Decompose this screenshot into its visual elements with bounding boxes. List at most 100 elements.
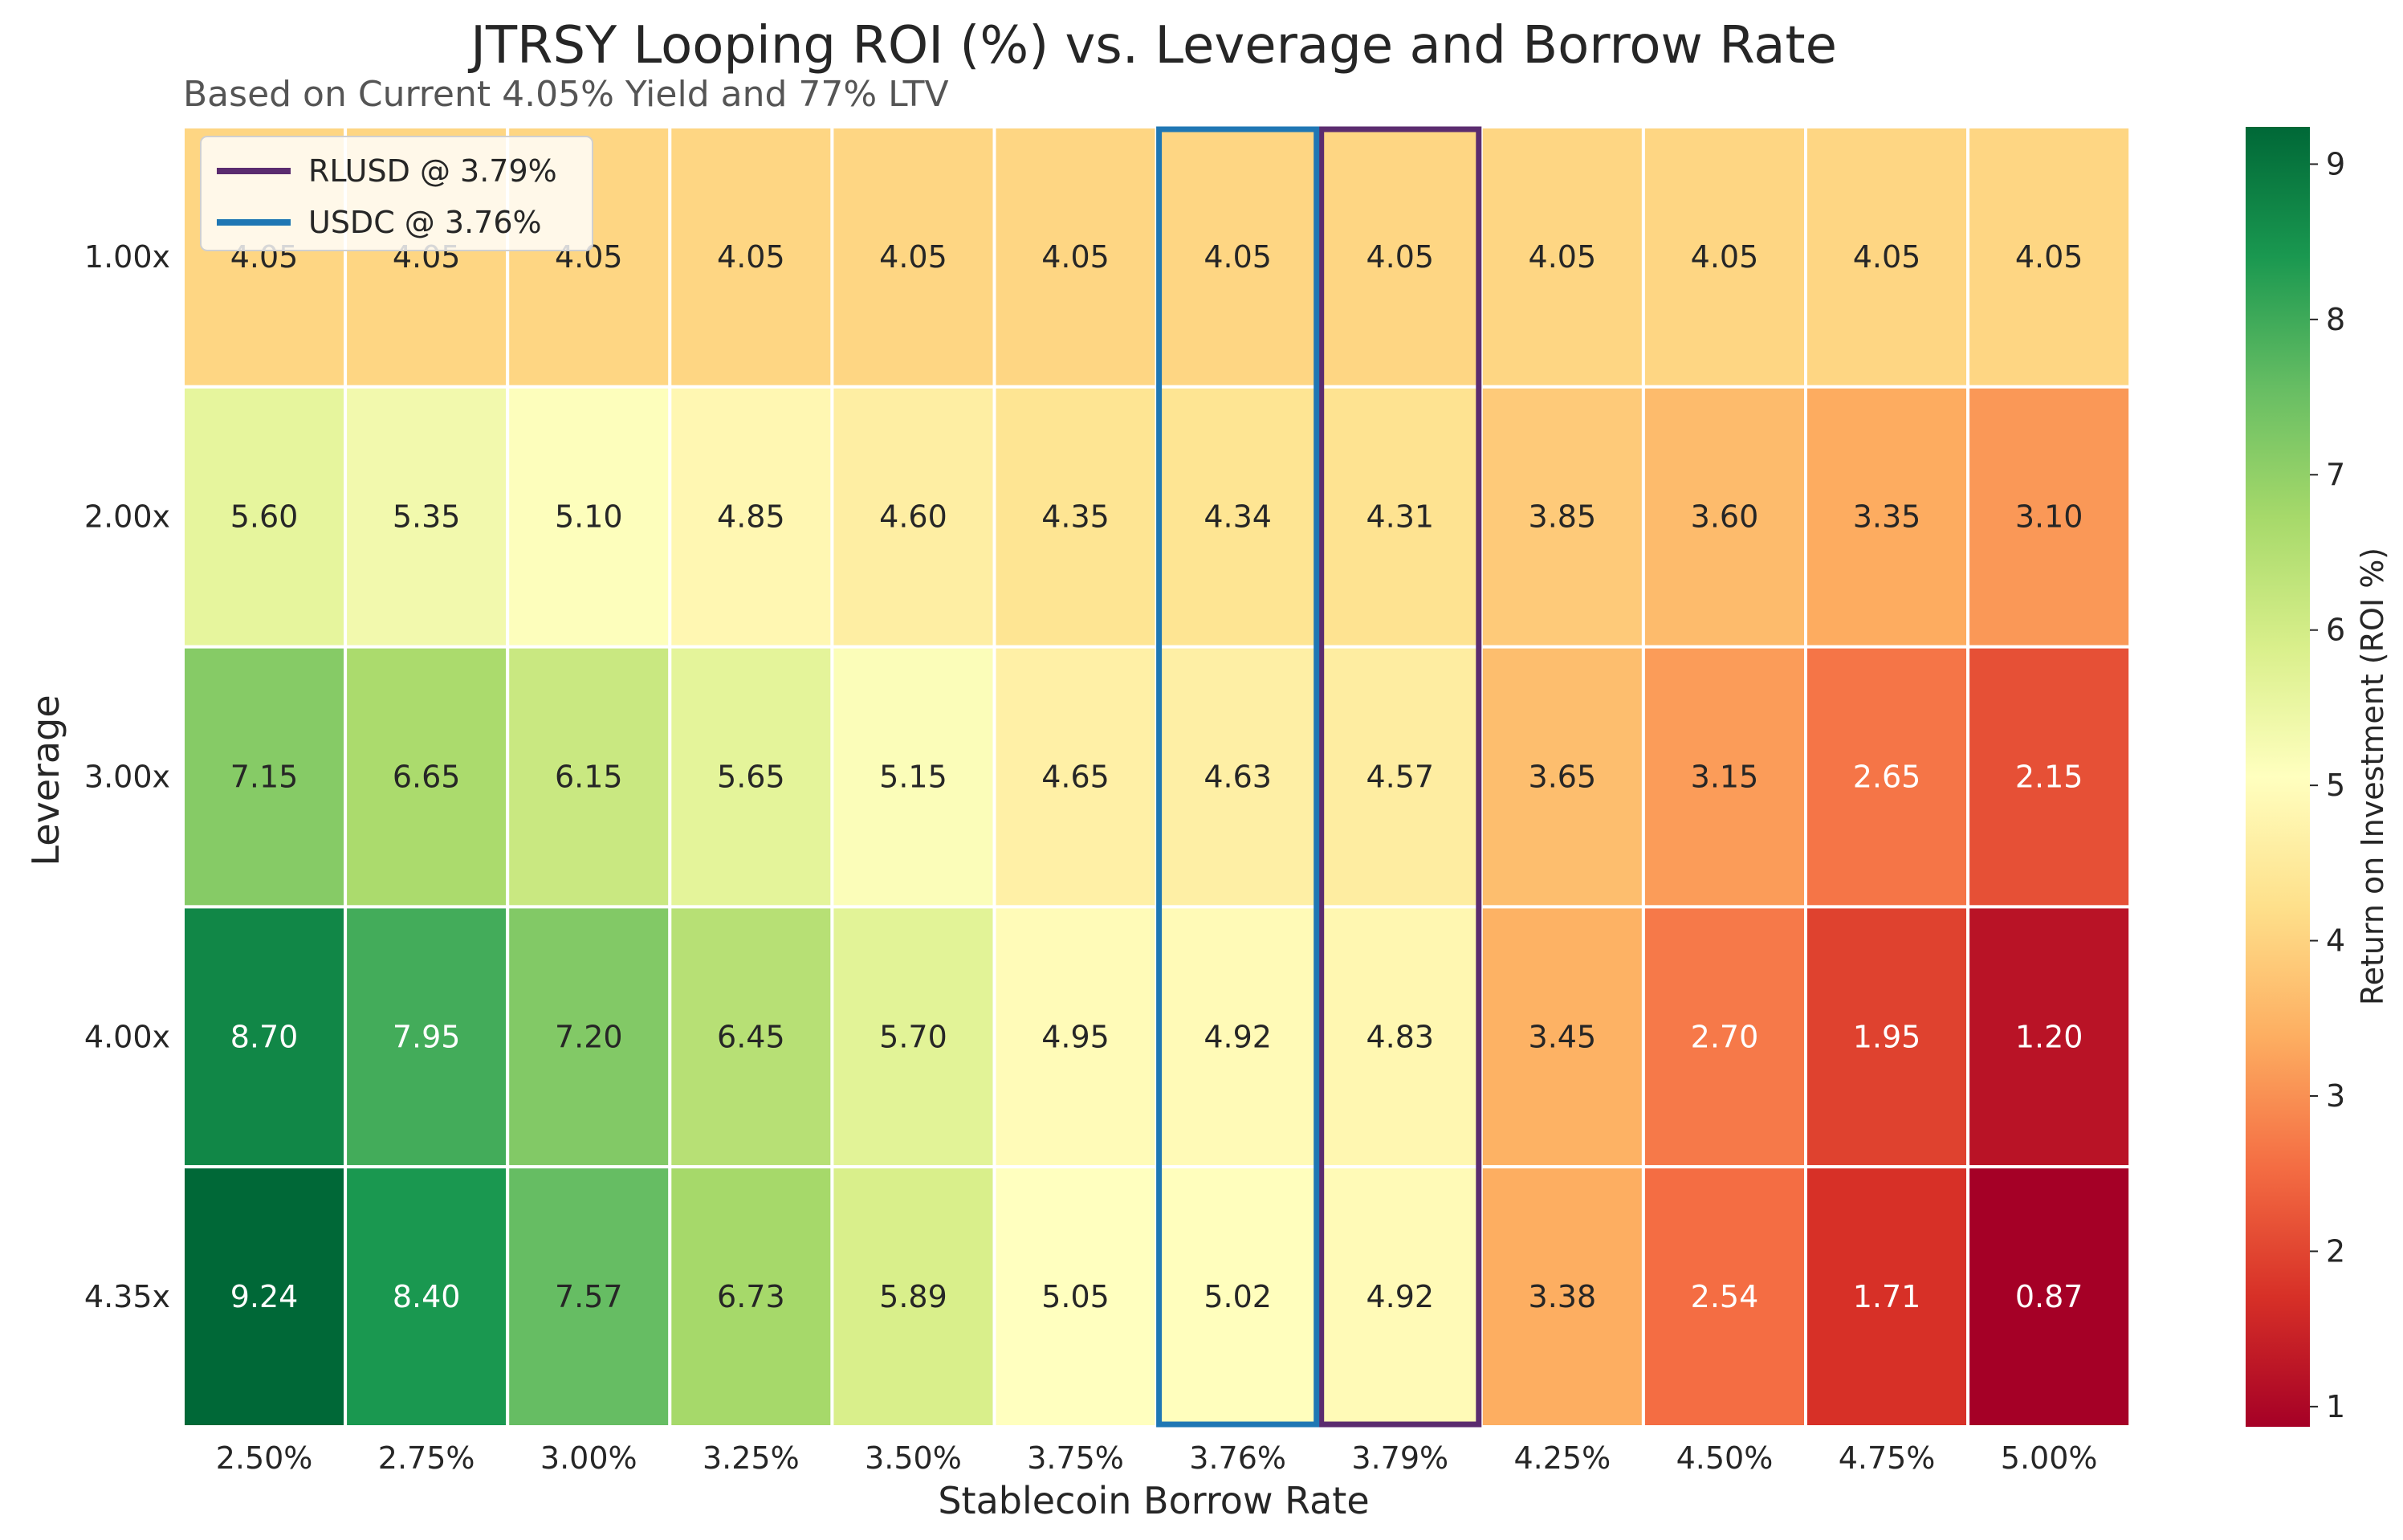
cell-value-label: 4.92 xyxy=(1204,1019,1272,1054)
heatmap-cell xyxy=(668,905,834,1169)
heatmap-cell xyxy=(181,385,348,649)
legend-box xyxy=(200,136,593,251)
chart-subtitle: Based on Current 4.05% Yield and 77% LTV xyxy=(183,74,949,115)
heatmap-cell xyxy=(1641,905,1808,1169)
highlight-box xyxy=(1318,126,1482,1428)
cell-value-label: 5.70 xyxy=(879,1019,947,1054)
cell-value-label: 5.10 xyxy=(555,499,623,535)
colorbar-tick-label: 7 xyxy=(2326,457,2345,492)
cell-value-label: 4.85 xyxy=(717,499,785,535)
x-tick-label: 3.76% xyxy=(1189,1440,1286,1476)
heatmap-cell xyxy=(1966,645,2132,909)
heatmap-cell xyxy=(1479,905,1645,1169)
colorbar-tick-label: 1 xyxy=(2326,1389,2345,1424)
heatmap-cell xyxy=(1804,385,1970,649)
cell-value-label: 4.05 xyxy=(1204,239,1272,275)
heatmap-cell xyxy=(181,1165,348,1428)
cell-value-label: 4.05 xyxy=(717,239,785,275)
y-tick-labels: 1.00x 2.00x 3.00x 4.00x 4.35x xyxy=(84,239,170,1314)
colorbar-tick-label: 5 xyxy=(2326,768,2345,803)
heatmap-cell xyxy=(1317,125,1483,389)
cell-value-label: 4.57 xyxy=(1366,760,1434,795)
cell-value-label: 3.60 xyxy=(1691,499,1759,535)
cell-value-label: 7.57 xyxy=(555,1279,623,1314)
x-tick-label: 2.50% xyxy=(216,1440,313,1476)
column-highlights xyxy=(1156,126,1482,1428)
cell-value-label: 3.15 xyxy=(1691,760,1759,795)
x-tick-label: 5.00% xyxy=(2001,1440,2098,1476)
cell-value-label: 4.05 xyxy=(879,239,947,275)
cell-value-label: 1.71 xyxy=(1853,1279,1921,1314)
heatmap-cell xyxy=(1966,125,2132,389)
x-tick-label: 4.25% xyxy=(1513,1440,1611,1476)
cell-value-label: 4.83 xyxy=(1366,1019,1434,1054)
heatmap-cell xyxy=(344,905,510,1169)
x-tick-label: 3.75% xyxy=(1027,1440,1124,1476)
cell-value-label: 7.95 xyxy=(393,1019,461,1054)
cell-value-label: 4.05 xyxy=(1366,239,1434,275)
heatmap-cell xyxy=(1804,1165,1970,1428)
cell-value-label: 3.35 xyxy=(1853,499,1921,535)
heatmap-cell xyxy=(1966,1165,2132,1428)
heatmap-cell xyxy=(506,385,672,649)
cell-value-label: 0.87 xyxy=(2015,1279,2083,1314)
x-tick-label: 3.25% xyxy=(703,1440,800,1476)
cell-value-label: 4.65 xyxy=(1041,760,1110,795)
cell-value-label: 5.02 xyxy=(1204,1279,1272,1314)
colorbar-tick-label: 8 xyxy=(2326,302,2345,337)
colorbar-tick-label: 3 xyxy=(2326,1078,2345,1114)
colorbar-tick-label: 6 xyxy=(2326,613,2345,648)
heatmap-cell xyxy=(992,385,1159,649)
y-tick-label: 4.00x xyxy=(84,1019,170,1054)
heatmap-cell xyxy=(830,645,996,909)
heatmap-cell xyxy=(1804,645,1970,909)
heatmap-cell xyxy=(1804,905,1970,1169)
heatmap-cell xyxy=(1966,905,2132,1169)
cell-value-label: 4.05 xyxy=(1041,239,1110,275)
cell-value-label: 3.10 xyxy=(2015,499,2083,535)
cell-value-label: 4.05 xyxy=(2015,239,2083,275)
heatmap-cell xyxy=(668,645,834,909)
highlight-box xyxy=(1156,126,1320,1428)
cell-value-label: 4.05 xyxy=(1691,239,1759,275)
cell-value-label: 3.45 xyxy=(1529,1019,1597,1054)
cell-value-label: 4.92 xyxy=(1366,1279,1434,1314)
cell-value-label: 8.40 xyxy=(393,1279,461,1314)
cell-value-label: 5.65 xyxy=(717,760,785,795)
cell-value-label: 4.05 xyxy=(1853,239,1921,275)
y-axis-label: Leverage xyxy=(24,695,67,866)
cell-value-label: 6.15 xyxy=(555,760,623,795)
colorbar-gradient-bar xyxy=(2246,127,2310,1427)
cell-value-label: 2.70 xyxy=(1691,1019,1759,1054)
cell-value-label: 6.65 xyxy=(393,760,461,795)
heatmap-cell xyxy=(1641,1165,1808,1428)
heatmap-cell xyxy=(1479,125,1645,389)
cell-value-label: 5.89 xyxy=(879,1279,947,1314)
heatmap-cell xyxy=(992,1165,1159,1428)
colorbar-tick-label: 4 xyxy=(2326,923,2345,959)
cell-value-label: 7.20 xyxy=(555,1019,623,1054)
heatmap-cell xyxy=(668,1165,834,1428)
heatmap-cell xyxy=(344,385,510,649)
cell-value-label: 5.60 xyxy=(230,499,299,535)
heatmap-cell xyxy=(1155,385,1321,649)
legend-entry-label: RLUSD @ 3.79% xyxy=(308,153,557,189)
heatmap-cell xyxy=(344,1165,510,1428)
cell-value-label: 2.65 xyxy=(1853,760,1921,795)
y-tick-label: 4.35x xyxy=(84,1279,170,1314)
cell-value-label: 9.24 xyxy=(230,1279,299,1314)
y-tick-label: 1.00x xyxy=(84,239,170,275)
legend: RLUSD @ 3.79% USDC @ 3.76% xyxy=(200,136,593,251)
heatmap-cell xyxy=(830,385,996,649)
cell-value-label: 4.60 xyxy=(879,499,947,535)
cell-value-label: 4.35 xyxy=(1041,499,1110,535)
cell-value-label: 6.45 xyxy=(717,1019,785,1054)
cell-value-label: 4.31 xyxy=(1366,499,1434,535)
y-tick-label: 3.00x xyxy=(84,760,170,795)
cell-value-label: 5.15 xyxy=(879,760,947,795)
legend-entry-label: USDC @ 3.76% xyxy=(308,205,542,240)
cell-value-label: 1.95 xyxy=(1853,1019,1921,1054)
colorbar-label: Return on Investment (ROI %) xyxy=(2355,548,2390,1005)
cell-value-label: 8.70 xyxy=(230,1019,299,1054)
